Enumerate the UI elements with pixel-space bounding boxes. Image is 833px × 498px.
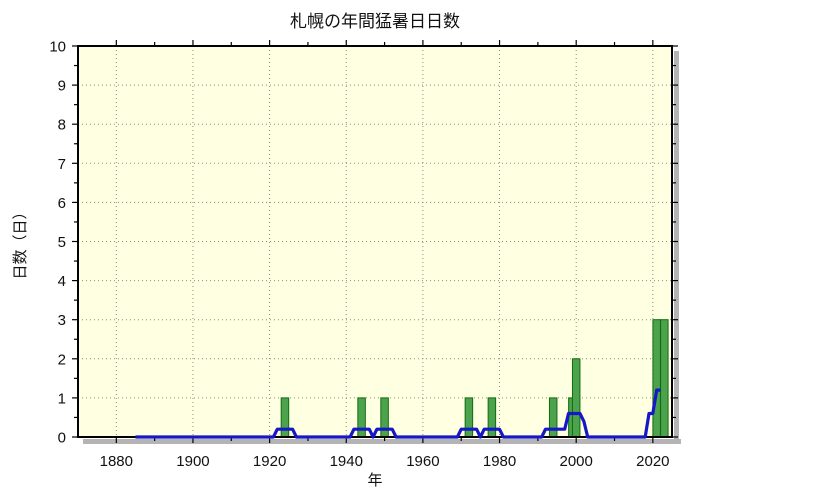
x-axis-label: 年 xyxy=(367,472,382,489)
y-tick-label: 8 xyxy=(58,117,66,134)
moving-average-line xyxy=(135,388,661,439)
x-tick-label: 1900 xyxy=(176,453,209,470)
bars-group xyxy=(280,319,669,438)
y-tick-label: 9 xyxy=(58,78,66,95)
axis-box xyxy=(77,45,673,438)
box-shadow-bottom xyxy=(83,439,681,444)
gridlines xyxy=(78,46,672,437)
y-tick-label: 3 xyxy=(58,312,66,329)
bar-1978 xyxy=(487,397,497,438)
bar-2000 xyxy=(571,358,581,438)
y-tick-label: 7 xyxy=(58,156,66,173)
bar-1972 xyxy=(464,397,474,438)
chart-plot-area: 1880 1900 1920 1940 1960 1980 2000 2020 0 1 2 3 4 5 6 7… xyxy=(49,39,681,471)
y-tick-label: 10 xyxy=(49,39,66,56)
y-tick-label: 2 xyxy=(58,351,66,368)
bar-1950 xyxy=(380,397,389,438)
bar-2021 xyxy=(652,319,661,438)
tick-labels: 1880 1900 1920 1940 1960 1980 2000 2020 0 1 2 3 4 5 6 7… xyxy=(49,39,669,471)
x-tick-label: 1960 xyxy=(406,453,439,470)
chart-title: 札幌の年間猛暑日日数 xyxy=(290,12,460,31)
y-tick-label: 0 xyxy=(58,430,66,447)
x-tick-label: 1920 xyxy=(253,453,286,470)
box-shadow-right xyxy=(674,51,679,444)
y-tick-label: 6 xyxy=(58,195,66,212)
y-tick-label: 5 xyxy=(58,234,66,251)
x-tick-label: 1880 xyxy=(100,453,133,470)
bar-2023 xyxy=(660,319,669,438)
bar-1924 xyxy=(280,397,290,438)
y-tick-label: 4 xyxy=(58,273,66,290)
bar-1994 xyxy=(548,397,558,438)
x-tick-label: 1940 xyxy=(330,453,363,470)
y-tick-label: 1 xyxy=(58,390,66,407)
y-axis-label: 日数（日） xyxy=(12,204,29,279)
x-tick-label: 2000 xyxy=(560,453,593,470)
x-tick-label: 1980 xyxy=(483,453,516,470)
bar-1944 xyxy=(357,397,366,438)
x-tick-label: 2020 xyxy=(636,453,669,470)
